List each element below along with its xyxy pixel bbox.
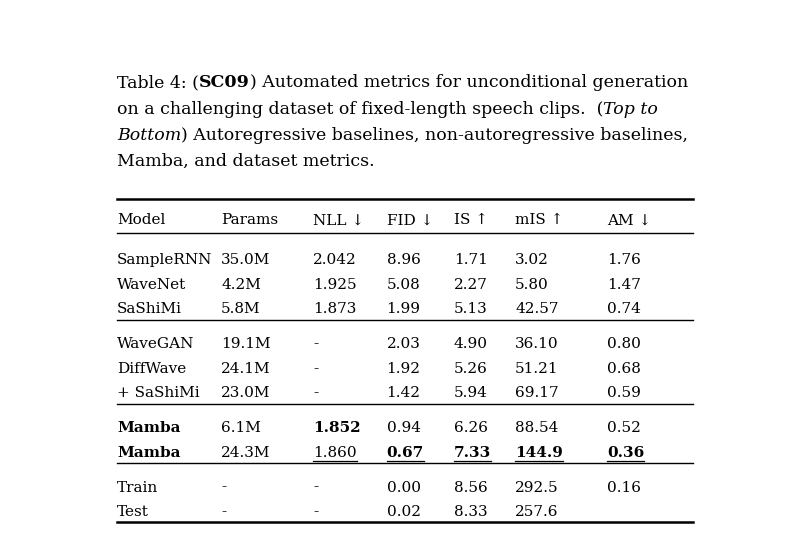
Text: 1.99: 1.99 bbox=[386, 302, 420, 316]
Text: AM ↓: AM ↓ bbox=[607, 213, 651, 227]
Text: 1.860: 1.860 bbox=[313, 446, 356, 460]
Text: 1.42: 1.42 bbox=[386, 386, 420, 400]
Text: 5.80: 5.80 bbox=[515, 278, 549, 292]
Text: 0.16: 0.16 bbox=[607, 481, 641, 494]
Text: ) Autoregressive baselines, non-autoregressive baselines,: ) Autoregressive baselines, non-autoregr… bbox=[182, 127, 688, 144]
Text: 0.67: 0.67 bbox=[386, 446, 423, 460]
Text: 2.042: 2.042 bbox=[313, 253, 357, 267]
Text: 0.52: 0.52 bbox=[607, 421, 641, 435]
Text: NLL ↓: NLL ↓ bbox=[313, 213, 364, 227]
Text: 1.925: 1.925 bbox=[313, 278, 356, 292]
Text: 0.68: 0.68 bbox=[607, 362, 641, 376]
Text: -: - bbox=[313, 386, 318, 400]
Text: 0.59: 0.59 bbox=[607, 386, 641, 400]
Text: Table 4: (: Table 4: ( bbox=[117, 74, 199, 91]
Text: IS ↑: IS ↑ bbox=[453, 213, 488, 227]
Text: Mamba: Mamba bbox=[117, 446, 181, 460]
Text: 3.02: 3.02 bbox=[515, 253, 549, 267]
Text: 292.5: 292.5 bbox=[515, 481, 559, 494]
Text: -: - bbox=[313, 505, 318, 519]
Text: 4.2M: 4.2M bbox=[221, 278, 261, 292]
Text: 1.47: 1.47 bbox=[607, 278, 641, 292]
Text: 5.08: 5.08 bbox=[386, 278, 420, 292]
Text: 0.80: 0.80 bbox=[607, 337, 641, 351]
Text: 23.0M: 23.0M bbox=[221, 386, 271, 400]
Text: 8.33: 8.33 bbox=[453, 505, 487, 519]
Text: 36.10: 36.10 bbox=[515, 337, 559, 351]
Text: SC09: SC09 bbox=[199, 74, 250, 91]
Text: 0.02: 0.02 bbox=[386, 505, 420, 519]
Text: Mamba, and dataset metrics.: Mamba, and dataset metrics. bbox=[117, 153, 374, 170]
Text: on a challenging dataset of fixed-length speech clips.  (: on a challenging dataset of fixed-length… bbox=[117, 101, 604, 118]
Text: Mamba: Mamba bbox=[117, 421, 181, 435]
Text: 2.27: 2.27 bbox=[453, 278, 487, 292]
Text: WaveNet: WaveNet bbox=[117, 278, 186, 292]
Text: 1.76: 1.76 bbox=[607, 253, 641, 267]
Text: -: - bbox=[313, 481, 318, 494]
Text: 7.33: 7.33 bbox=[453, 446, 491, 460]
Text: 5.94: 5.94 bbox=[453, 386, 487, 400]
Text: 1.852: 1.852 bbox=[313, 421, 361, 435]
Text: 6.1M: 6.1M bbox=[221, 421, 261, 435]
Text: DiffWave: DiffWave bbox=[117, 362, 186, 376]
Text: 1.873: 1.873 bbox=[313, 302, 356, 316]
Text: 2.03: 2.03 bbox=[386, 337, 420, 351]
Text: 19.1M: 19.1M bbox=[221, 337, 271, 351]
Text: FID ↓: FID ↓ bbox=[386, 213, 433, 227]
Text: 88.54: 88.54 bbox=[515, 421, 559, 435]
Text: Train: Train bbox=[117, 481, 158, 494]
Text: mIS ↑: mIS ↑ bbox=[515, 213, 563, 227]
Text: WaveGAN: WaveGAN bbox=[117, 337, 194, 351]
Text: 8.96: 8.96 bbox=[386, 253, 420, 267]
Text: SaShiMi: SaShiMi bbox=[117, 302, 182, 316]
Text: ) Automated metrics for unconditional generation: ) Automated metrics for unconditional ge… bbox=[250, 74, 688, 91]
Text: 0.36: 0.36 bbox=[607, 446, 644, 460]
Text: 42.57: 42.57 bbox=[515, 302, 559, 316]
Text: -: - bbox=[221, 505, 226, 519]
Text: 69.17: 69.17 bbox=[515, 386, 559, 400]
Text: 0.74: 0.74 bbox=[607, 302, 641, 316]
Text: 8.56: 8.56 bbox=[453, 481, 487, 494]
Text: 1.92: 1.92 bbox=[386, 362, 420, 376]
Text: 24.1M: 24.1M bbox=[221, 362, 271, 376]
Text: + SaShiMi: + SaShiMi bbox=[117, 386, 200, 400]
Text: 5.26: 5.26 bbox=[453, 362, 487, 376]
Text: -: - bbox=[221, 481, 226, 494]
Text: Model: Model bbox=[117, 213, 165, 227]
Text: Params: Params bbox=[221, 213, 278, 227]
Text: 51.21: 51.21 bbox=[515, 362, 559, 376]
Text: Top to: Top to bbox=[604, 101, 658, 118]
Text: 0.00: 0.00 bbox=[386, 481, 420, 494]
Text: 4.90: 4.90 bbox=[453, 337, 488, 351]
Text: 24.3M: 24.3M bbox=[221, 446, 271, 460]
Text: 6.26: 6.26 bbox=[453, 421, 488, 435]
Text: 5.13: 5.13 bbox=[453, 302, 487, 316]
Text: 1.71: 1.71 bbox=[453, 253, 487, 267]
Text: 5.8M: 5.8M bbox=[221, 302, 261, 316]
Text: Test: Test bbox=[117, 505, 149, 519]
Text: -: - bbox=[313, 337, 318, 351]
Text: Bottom: Bottom bbox=[117, 127, 182, 144]
Text: 35.0M: 35.0M bbox=[221, 253, 270, 267]
Text: SampleRNN: SampleRNN bbox=[117, 253, 213, 267]
Text: -: - bbox=[313, 362, 318, 376]
Text: 144.9: 144.9 bbox=[515, 446, 563, 460]
Text: 0.94: 0.94 bbox=[386, 421, 420, 435]
Text: 257.6: 257.6 bbox=[515, 505, 559, 519]
